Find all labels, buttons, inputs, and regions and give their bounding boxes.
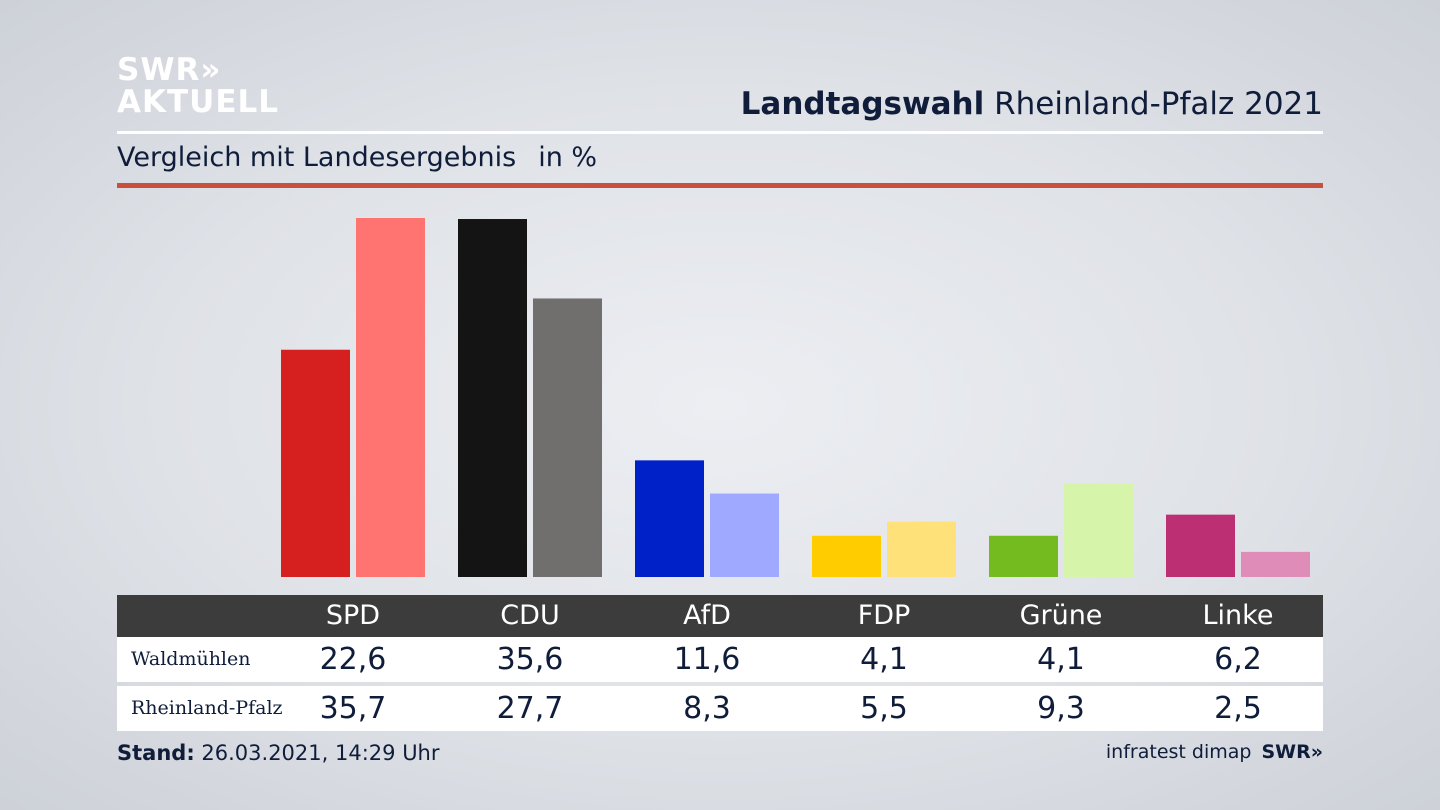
unit-label: in % — [538, 142, 598, 173]
value-cell-cdu: 27,7 — [496, 691, 564, 726]
page-title: Landtagswahl Rheinland-Pfalz 2021 — [741, 86, 1323, 122]
bar-fdp-local — [812, 535, 881, 577]
bar-fdp-state — [887, 521, 956, 577]
column-header-afd: AfD — [683, 600, 731, 631]
value-cell-linke: 6,2 — [1214, 642, 1262, 677]
value-cell-cdu: 35,6 — [496, 642, 564, 677]
logo-line2: AKTUELL — [117, 84, 280, 120]
bar-grne-local — [989, 535, 1058, 577]
bar-cdu-state — [533, 298, 602, 577]
bar-afd-local — [635, 460, 704, 577]
bar-chart — [281, 218, 1310, 577]
bar-linke-state — [1241, 551, 1310, 577]
value-cell-linke: 2,5 — [1214, 691, 1262, 726]
stand-label: Stand: — [117, 741, 195, 765]
row-label-local: Waldmühlen — [131, 648, 251, 670]
subtitle-text: Vergleich mit Landesergebnis — [117, 142, 517, 173]
title-divider — [117, 131, 1323, 134]
title-bold: Landtagswahl — [740, 86, 985, 122]
timestamp: Stand: 26.03.2021, 14:29 Uhr — [117, 741, 440, 765]
logo-line1: SWR» — [117, 52, 222, 88]
source-text: infratest dimap — [1105, 741, 1252, 763]
value-cell-fdp: 4,1 — [860, 642, 908, 677]
table-header: SPD CDU AfD FDP Grüne Linke — [117, 595, 1323, 637]
column-header-spd: SPD — [325, 600, 381, 631]
value-cell-grne: 9,3 — [1037, 691, 1085, 726]
value-cell-afd: 8,3 — [683, 691, 731, 726]
column-header-grne: Grüne — [1019, 600, 1103, 631]
stand-value: 26.03.2021, 14:29 Uhr — [201, 741, 440, 765]
value-cell-afd: 11,6 — [673, 642, 741, 677]
bar-spd-local — [281, 349, 350, 577]
value-cell-spd: 35,7 — [319, 691, 387, 726]
swr-aktuell-logo: SWR» AKTUELL — [117, 54, 279, 118]
value-cell-spd: 22,6 — [319, 642, 387, 677]
bar-spd-state — [356, 218, 425, 577]
column-header-cdu: CDU — [500, 600, 560, 631]
table-row: Waldmühlen 22,6 35,6 11,6 4,1 4,1 6,2 — [117, 637, 1323, 682]
column-header-fdp: FDP — [857, 600, 911, 631]
value-cell-fdp: 5,5 — [860, 691, 908, 726]
chart-subtitle: Vergleich mit Landesergebnis in % — [117, 142, 597, 173]
bar-linke-local — [1166, 514, 1235, 577]
swr-source-logo: SWR» — [1261, 741, 1323, 763]
column-header-linke: Linke — [1202, 600, 1274, 631]
bar-cdu-local — [458, 219, 527, 577]
value-cell-grne: 4,1 — [1037, 642, 1085, 677]
bar-grne-state — [1064, 483, 1133, 577]
subtitle-divider — [117, 183, 1323, 188]
bar-afd-state — [710, 493, 779, 577]
title-rest: Rheinland-Pfalz 2021 — [994, 86, 1323, 122]
source-credit: infratest dimap SWR» — [1106, 741, 1323, 763]
row-label-state: Rheinland-Pfalz — [131, 697, 283, 719]
results-table: SPD CDU AfD FDP Grüne Linke Waldmühlen 22,6 35… — [117, 595, 1323, 731]
table-row: Rheinland-Pfalz 35,7 27,7 8,3 5,5 9,3 2,5 — [117, 686, 1323, 731]
